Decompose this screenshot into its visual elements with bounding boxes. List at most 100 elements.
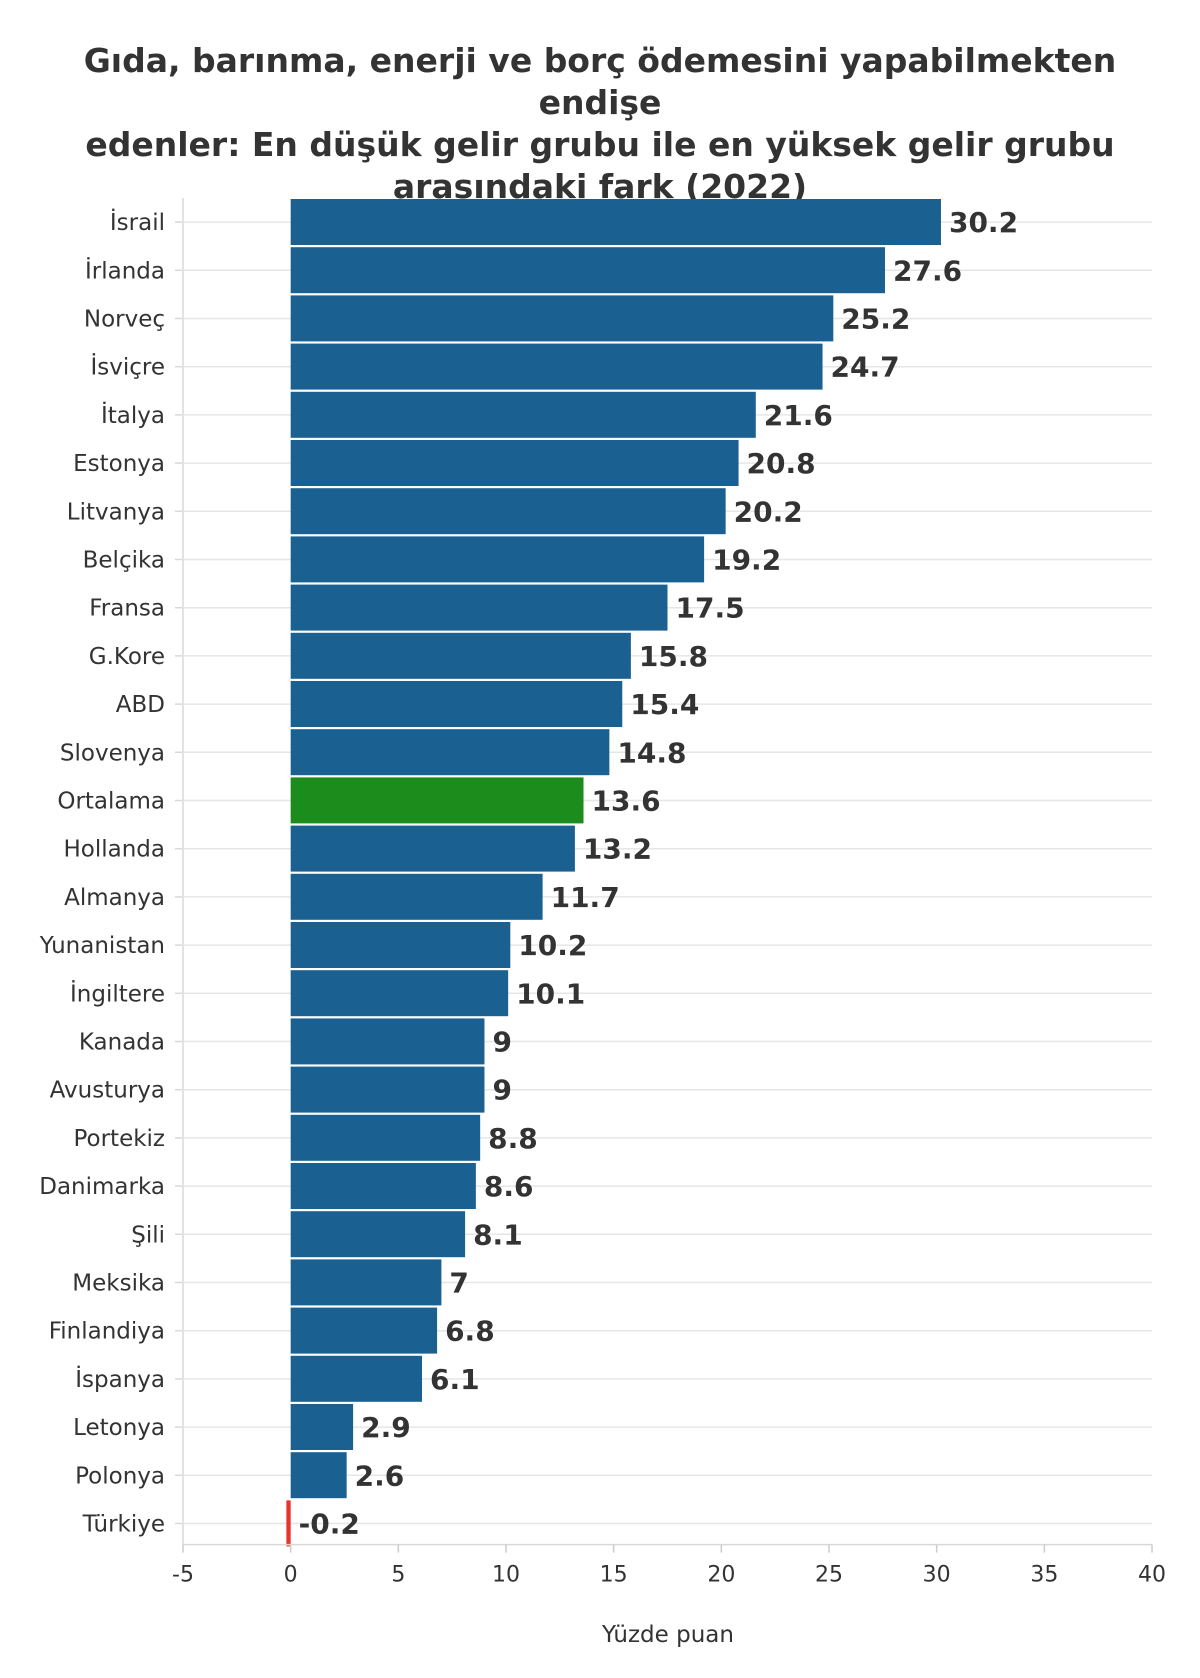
category-label: İtalya: [101, 401, 165, 429]
x-tick-label: 30: [923, 1563, 951, 1588]
category-label: Finlandiya: [49, 1319, 165, 1345]
bar: [290, 729, 610, 776]
bar: [290, 777, 584, 824]
bar: [290, 295, 834, 342]
bar: [290, 1018, 485, 1065]
category-label: Polonya: [75, 1463, 165, 1489]
category-label: Meksika: [72, 1271, 165, 1297]
category-label: Ortalama: [57, 789, 165, 815]
x-tick-label: 25: [815, 1563, 843, 1588]
bar: [290, 247, 885, 294]
bar: [290, 1259, 442, 1306]
value-label: 14.8: [617, 736, 686, 769]
category-label: Hollanda: [63, 837, 165, 863]
category-label: G.Kore: [89, 644, 165, 670]
bar: [290, 1211, 466, 1258]
value-labels: 30.2 27.6 25.2 24.7 21.6 20.8 20.2 19.2 17.5 15.8…: [299, 206, 1018, 1540]
bar: [290, 1404, 354, 1450]
bar: [290, 488, 726, 535]
bar: [290, 1163, 476, 1209]
bar: [290, 632, 631, 679]
value-label: 15.8: [639, 640, 708, 673]
value-label: -0.2: [299, 1508, 360, 1541]
value-label: 11.7: [551, 881, 620, 914]
x-tick-label: 15: [600, 1563, 628, 1588]
bar: [290, 536, 705, 583]
category-label: Portekiz: [73, 1126, 165, 1152]
category-label: İrlanda: [85, 256, 165, 284]
bar: [286, 1500, 291, 1547]
bar: [290, 440, 739, 486]
value-label: 25.2: [841, 303, 910, 336]
category-label: ABD: [116, 692, 165, 718]
category-label: İspanya: [75, 1365, 165, 1393]
value-label: 8.8: [488, 1122, 538, 1155]
category-label: İngiltere: [70, 979, 165, 1007]
chart-title: Gıda, barınma, enerji ve borç ödemesini …: [20, 40, 1180, 208]
value-label: 13.6: [592, 785, 661, 818]
bar: [290, 1114, 481, 1161]
bar: [290, 343, 823, 390]
bar: [290, 681, 623, 727]
bar: [290, 970, 509, 1017]
category-label: Litvanya: [67, 499, 165, 525]
x-axis-label: Yüzde puan: [601, 1622, 734, 1648]
value-label: 10.1: [516, 977, 585, 1010]
value-label: 20.8: [747, 447, 816, 480]
category-label: İsrail: [110, 208, 165, 236]
x-tick-label: 0: [284, 1563, 298, 1588]
value-label: 7: [449, 1267, 468, 1300]
category-label: Danimarka: [39, 1174, 165, 1200]
bars: [286, 199, 941, 1547]
chart-title-line: Gıda, barınma, enerji ve borç ödemesini …: [83, 41, 1117, 122]
value-label: 20.2: [734, 495, 803, 528]
x-tick-label: 10: [492, 1563, 520, 1588]
value-label: 27.6: [893, 254, 962, 287]
value-label: 9: [492, 1074, 511, 1107]
bar: [290, 825, 575, 872]
value-label: 9: [492, 1026, 511, 1059]
category-label: Norveç: [84, 307, 165, 333]
category-label: Kanada: [79, 1030, 165, 1056]
bar: [290, 1355, 423, 1402]
bar: [290, 391, 756, 438]
category-label: Türkiye: [82, 1512, 165, 1538]
value-label: 8.6: [484, 1170, 534, 1203]
category-label: Fransa: [89, 596, 165, 622]
value-label: 24.7: [831, 351, 900, 384]
x-tick-label: 5: [391, 1563, 405, 1588]
value-label: 21.6: [764, 399, 833, 432]
value-label: 17.5: [676, 592, 745, 625]
value-label: 6.8: [445, 1315, 495, 1348]
category-label: Letonya: [73, 1415, 165, 1441]
value-label: 15.4: [630, 688, 699, 721]
bar: [290, 1307, 438, 1354]
category-label: Estonya: [73, 451, 165, 477]
x-tick-label: 20: [707, 1563, 735, 1588]
value-label: 30.2: [949, 206, 1018, 239]
value-label: 2.9: [361, 1411, 411, 1444]
value-label: 6.1: [430, 1363, 480, 1396]
bar: [290, 199, 941, 245]
x-tick-label: 35: [1030, 1563, 1058, 1588]
x-axis: -5 0 5 10 15 20 25 30 35 40: [172, 1543, 1166, 1588]
category-label: Şili: [131, 1222, 165, 1248]
category-label: Avusturya: [50, 1078, 165, 1104]
bar: [290, 1452, 347, 1499]
category-label: Almanya: [64, 885, 165, 911]
bar: [290, 873, 543, 920]
value-label: 2.6: [355, 1459, 405, 1492]
bar: [290, 1066, 485, 1113]
bar: [290, 584, 668, 631]
bar: [290, 922, 511, 968]
category-label: İsviçre: [90, 353, 165, 381]
x-tick-label: -5: [172, 1563, 194, 1588]
value-label: 13.2: [583, 833, 652, 866]
x-tick-label: 40: [1138, 1563, 1166, 1588]
value-label: 19.2: [712, 544, 781, 577]
value-label: 8.1: [473, 1218, 523, 1251]
category-label: Yunanistan: [39, 933, 165, 959]
category-label: Slovenya: [60, 740, 165, 766]
chart-title-line: edenler: En düşük gelir grubu ile en yük…: [85, 125, 1115, 164]
